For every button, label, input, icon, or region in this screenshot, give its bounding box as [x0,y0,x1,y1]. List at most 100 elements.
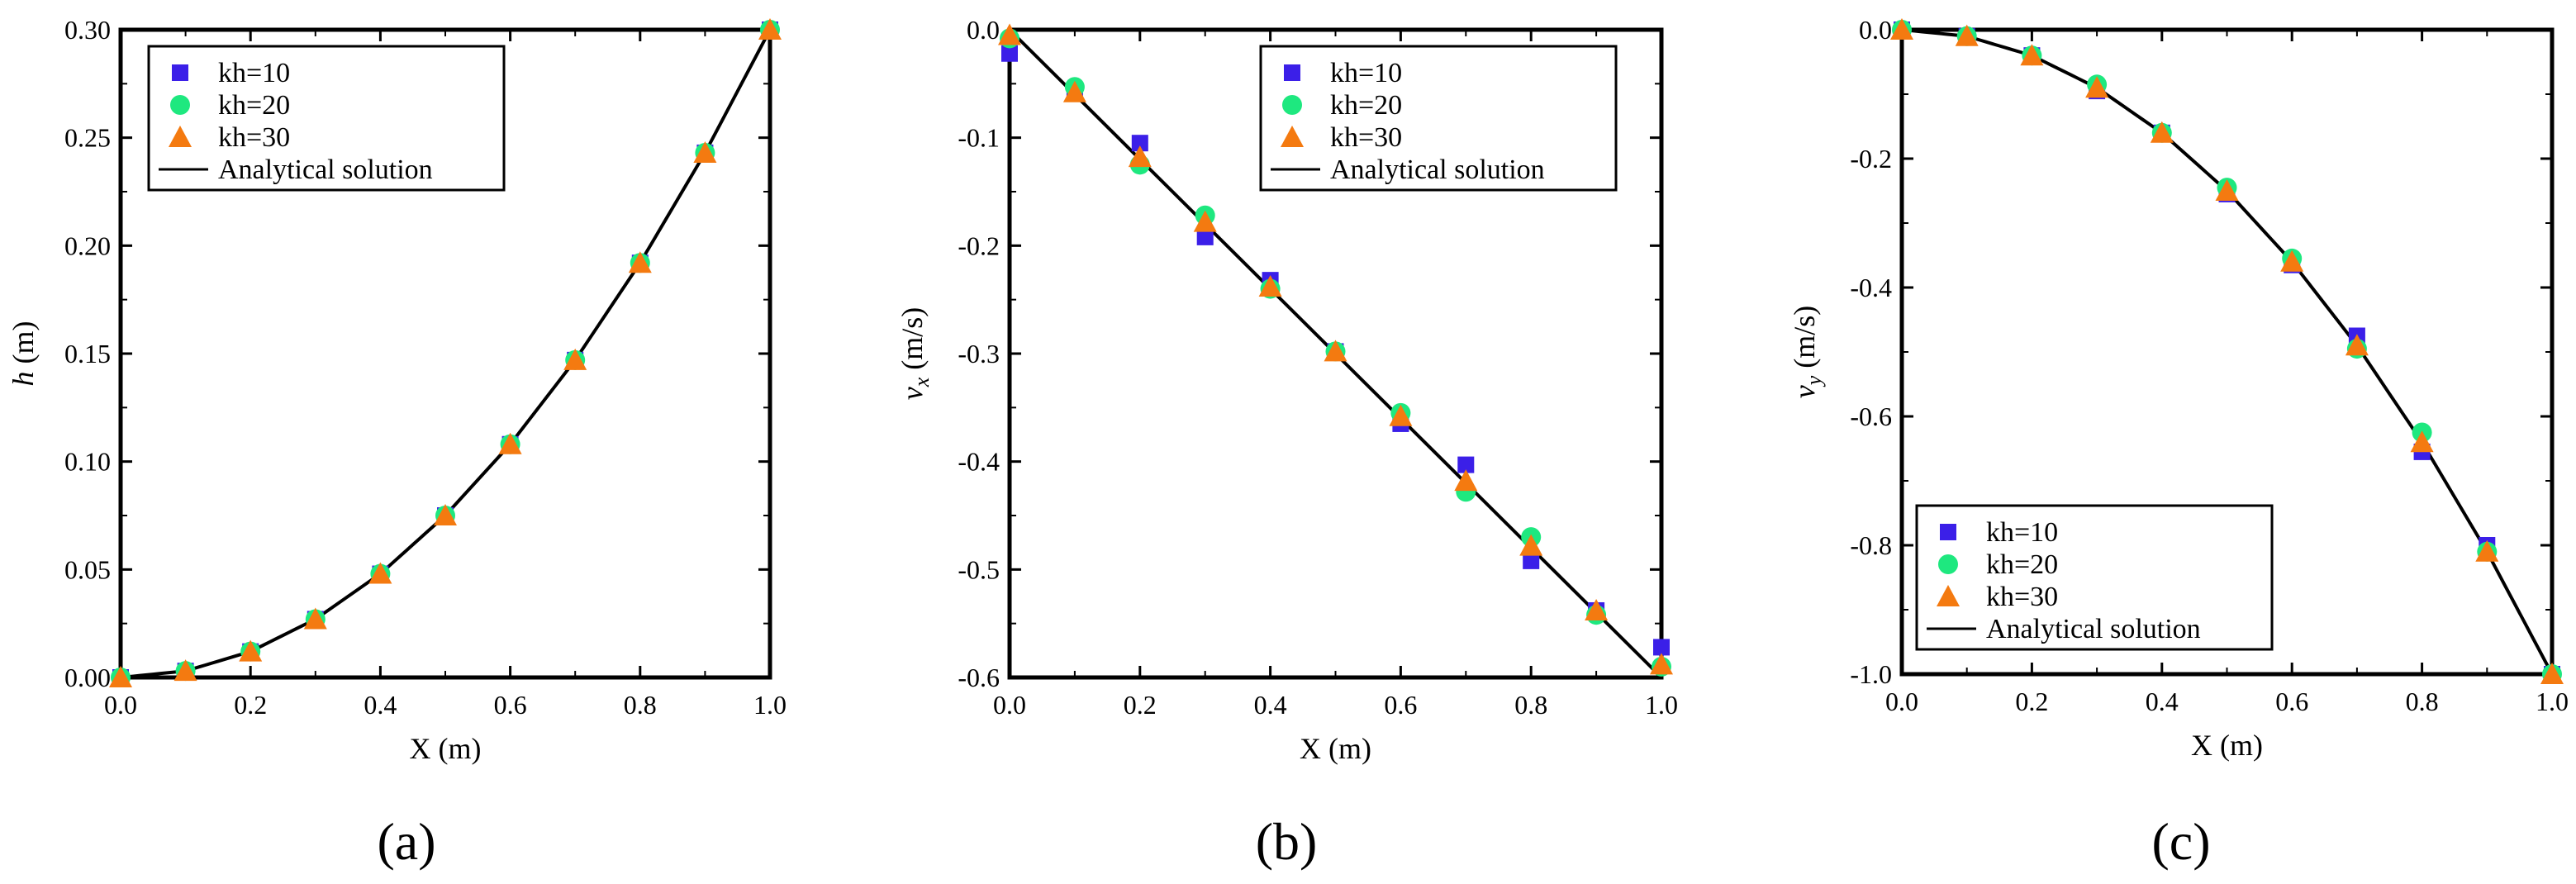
y-axis-label: vy (m/s) [1788,306,1826,399]
x-tick-label: 0.2 [2015,687,2048,716]
x-tick-label: 0.2 [234,690,267,720]
y-axis-symbol: v [896,387,929,400]
data-point-kh30 [693,140,717,163]
x-axis-label: X (m) [2191,729,2263,762]
data-point-kh30 [2540,663,2564,684]
y-tick-label: 0.00 [64,663,111,692]
y-axis-symbol: h [7,371,40,386]
data-point-kh30 [2085,76,2109,98]
legend-marker-kh10 [172,64,188,81]
x-tick-label: 0.4 [364,690,397,720]
x-tick-label: 0.0 [1885,687,1918,716]
y-tick-label: -0.2 [958,231,1000,260]
legend-marker-kh30 [1937,585,1960,606]
x-tick-label: 1.0 [2536,687,2569,716]
y-tick-label: 0.0 [967,15,1000,45]
chart-1: 0.0 0.2 0.4 0.6 0.8 1.0 0.00 0.05 0.10 0.15 0.20 0.… [7,15,787,765]
y-tick-label: -0.4 [958,447,1000,477]
panel-label: (c) [2151,812,2210,871]
data-point-kh30 [2020,44,2044,66]
legend-box [1259,45,1618,192]
data-point-kh30 [1890,18,1913,40]
data-point-kh10 [1001,45,1018,62]
legend-label: Analytical solution [1330,154,1545,185]
legend-marker-kh30 [1281,126,1304,147]
legend-marker-kh20 [170,95,190,115]
legend-label: kh=10 [218,58,290,88]
data-point-kh30 [1454,469,1478,492]
data-point-kh30 [628,251,652,273]
x-tick-label: 0.6 [2275,687,2308,716]
data-point-kh30 [1062,80,1086,102]
y-tick-label: -0.5 [958,554,1000,584]
x-axis-label: X (m) [1300,732,1371,765]
data-point-kh30 [1955,24,1979,46]
data-point-kh30 [239,639,263,662]
data-point-kh30 [109,666,132,687]
y-axis-unit: (m) [7,321,40,372]
y-tick-label: -0.1 [958,123,1000,153]
data-point-kh30 [1258,274,1282,297]
y-tick-label: -0.3 [958,339,1000,368]
data-point-kh30 [2150,121,2174,143]
x-tick-label: 0.8 [2406,687,2439,716]
panel-label: (b) [1256,812,1318,871]
data-point-kh30 [173,659,197,682]
y-axis-symbol: v [1788,385,1821,398]
x-axis-label: X (m) [410,732,482,765]
legend-label: kh=30 [1986,582,2058,612]
chart-3: 0.0 0.2 0.4 0.6 0.8 1.0 0.0 -0.2 -0.4 -0.6 -0.8 -1.… [1788,15,2569,762]
y-tick-label: -0.8 [1850,530,1892,560]
panel-label: (a) [377,812,435,871]
y-tick-label: -0.6 [1850,402,1892,431]
legend-label: kh=30 [218,122,290,153]
y-tick-label: -0.6 [958,663,1000,692]
legend-label: kh=10 [1330,58,1402,88]
legend-marker-kh30 [169,126,192,147]
data-point-kh30 [1128,145,1152,168]
data-point-kh10 [1457,456,1475,473]
data-point-kh10 [1196,228,1214,245]
data-point-kh10 [1523,552,1540,569]
legend-box [147,45,506,192]
x-tick-label: 0.4 [1254,690,1287,720]
legend-label: kh=20 [1986,549,2058,580]
y-tick-label: 0.30 [64,15,111,45]
x-tick-label: 1.0 [1645,690,1678,720]
y-axis-label: h (m) [7,321,40,387]
y-axis-unit: (m/s) [896,307,929,378]
legend-label: kh=20 [1330,90,1402,121]
data-point-kh30 [1389,404,1413,426]
legend-box [1915,504,2274,651]
data-point-kh30 [2280,250,2304,272]
data-point-kh30 [303,607,327,630]
data-point-kh30 [1519,534,1543,556]
x-tick-label: 0.6 [494,690,527,720]
chart-2: 0.0 0.2 0.4 0.6 0.8 1.0 0.0 -0.1 -0.2 -0.3 -0.4 -0.… [896,15,1678,765]
data-point-kh30 [563,348,587,370]
y-tick-label: -0.2 [1850,144,1892,173]
y-tick-label: 0.20 [64,231,111,260]
y-tick-label: 0.05 [64,554,111,584]
x-tick-label: 0.8 [1514,690,1547,720]
y-tick-label: 0.0 [1859,15,1892,45]
data-point-kh30 [2215,179,2239,201]
y-tick-label: 0.10 [64,447,111,477]
y-tick-label: -1.0 [1850,659,1892,689]
legend-label: Analytical solution [1986,614,2201,644]
legend-marker-kh10 [1940,524,1956,540]
y-axis-subscript: y [1802,375,1826,387]
data-point-kh30 [2345,334,2369,356]
data-point-kh30 [1324,340,1347,362]
legend-marker-kh20 [1282,95,1302,115]
y-axis-unit: (m/s) [1788,306,1821,376]
x-tick-label: 0.0 [104,690,137,720]
y-tick-label: -0.4 [1850,273,1892,302]
legend-label: Analytical solution [218,154,433,185]
legend-marker-kh20 [1938,554,1958,574]
data-point-kh30 [1193,210,1217,232]
data-point-kh30 [1585,598,1609,620]
